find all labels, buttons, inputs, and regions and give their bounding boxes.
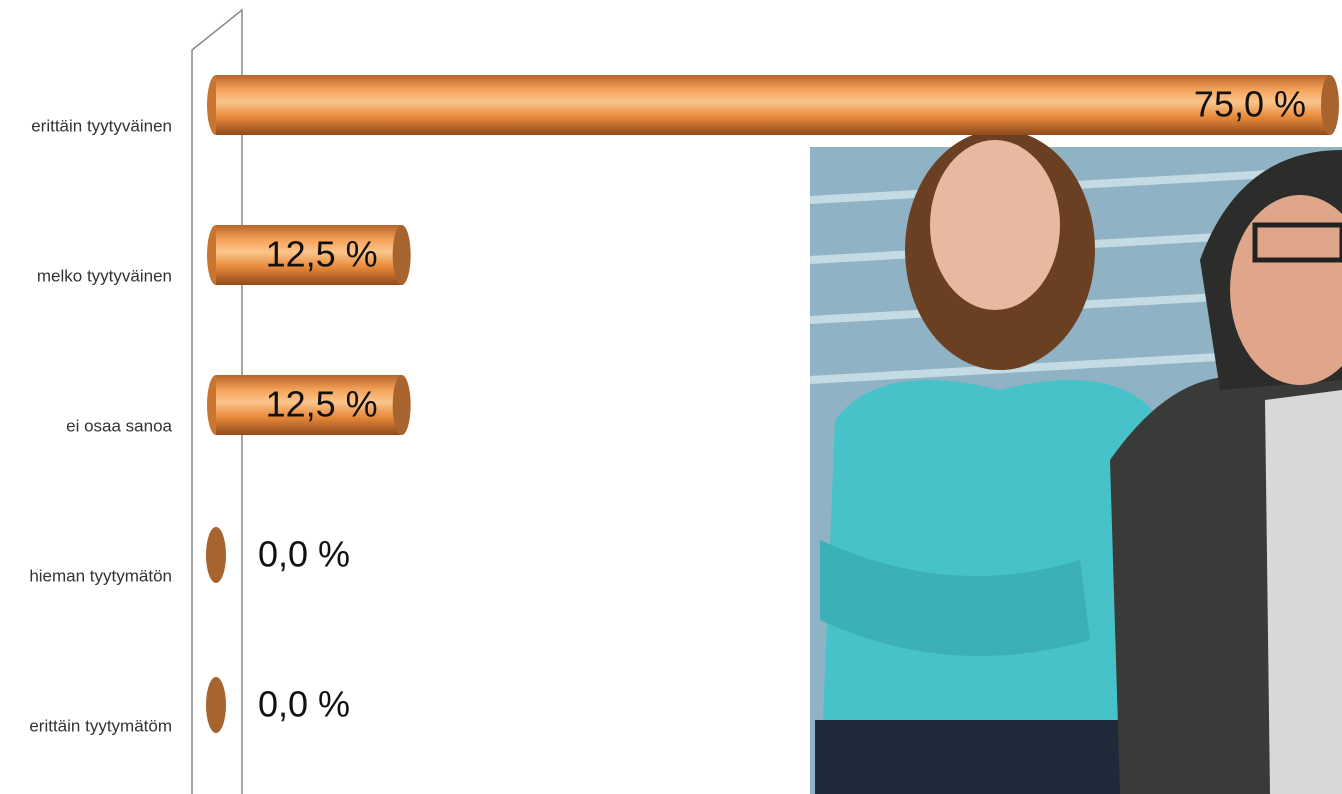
bar-end: [393, 225, 411, 285]
value-label: 75,0 %: [1194, 84, 1306, 125]
category-label: ei osaa sanoa: [66, 416, 172, 435]
value-label: 0,0 %: [258, 684, 350, 725]
bar: [216, 75, 1330, 135]
value-label: 12,5 %: [266, 234, 378, 275]
category-label: erittäin tyytyväinen: [31, 116, 172, 135]
photo: [810, 130, 1342, 794]
category-label: erittäin tyytymätöm: [29, 716, 172, 735]
chart: erittäin tyytyväinen 75,0 % melko tyytyväi…: [0, 0, 1342, 794]
value-label: 12,5 %: [266, 384, 378, 425]
page: {"chart_data": {"type": "bar", "orientat…: [0, 0, 1342, 794]
category-label: melko tyytyväinen: [37, 266, 172, 285]
category-label: hieman tyytymätön: [29, 566, 172, 585]
bar-end: [393, 375, 411, 435]
value-label: 0,0 %: [258, 534, 350, 575]
bar: [206, 677, 226, 733]
bar-end: [1321, 75, 1339, 135]
bar: [206, 527, 226, 583]
